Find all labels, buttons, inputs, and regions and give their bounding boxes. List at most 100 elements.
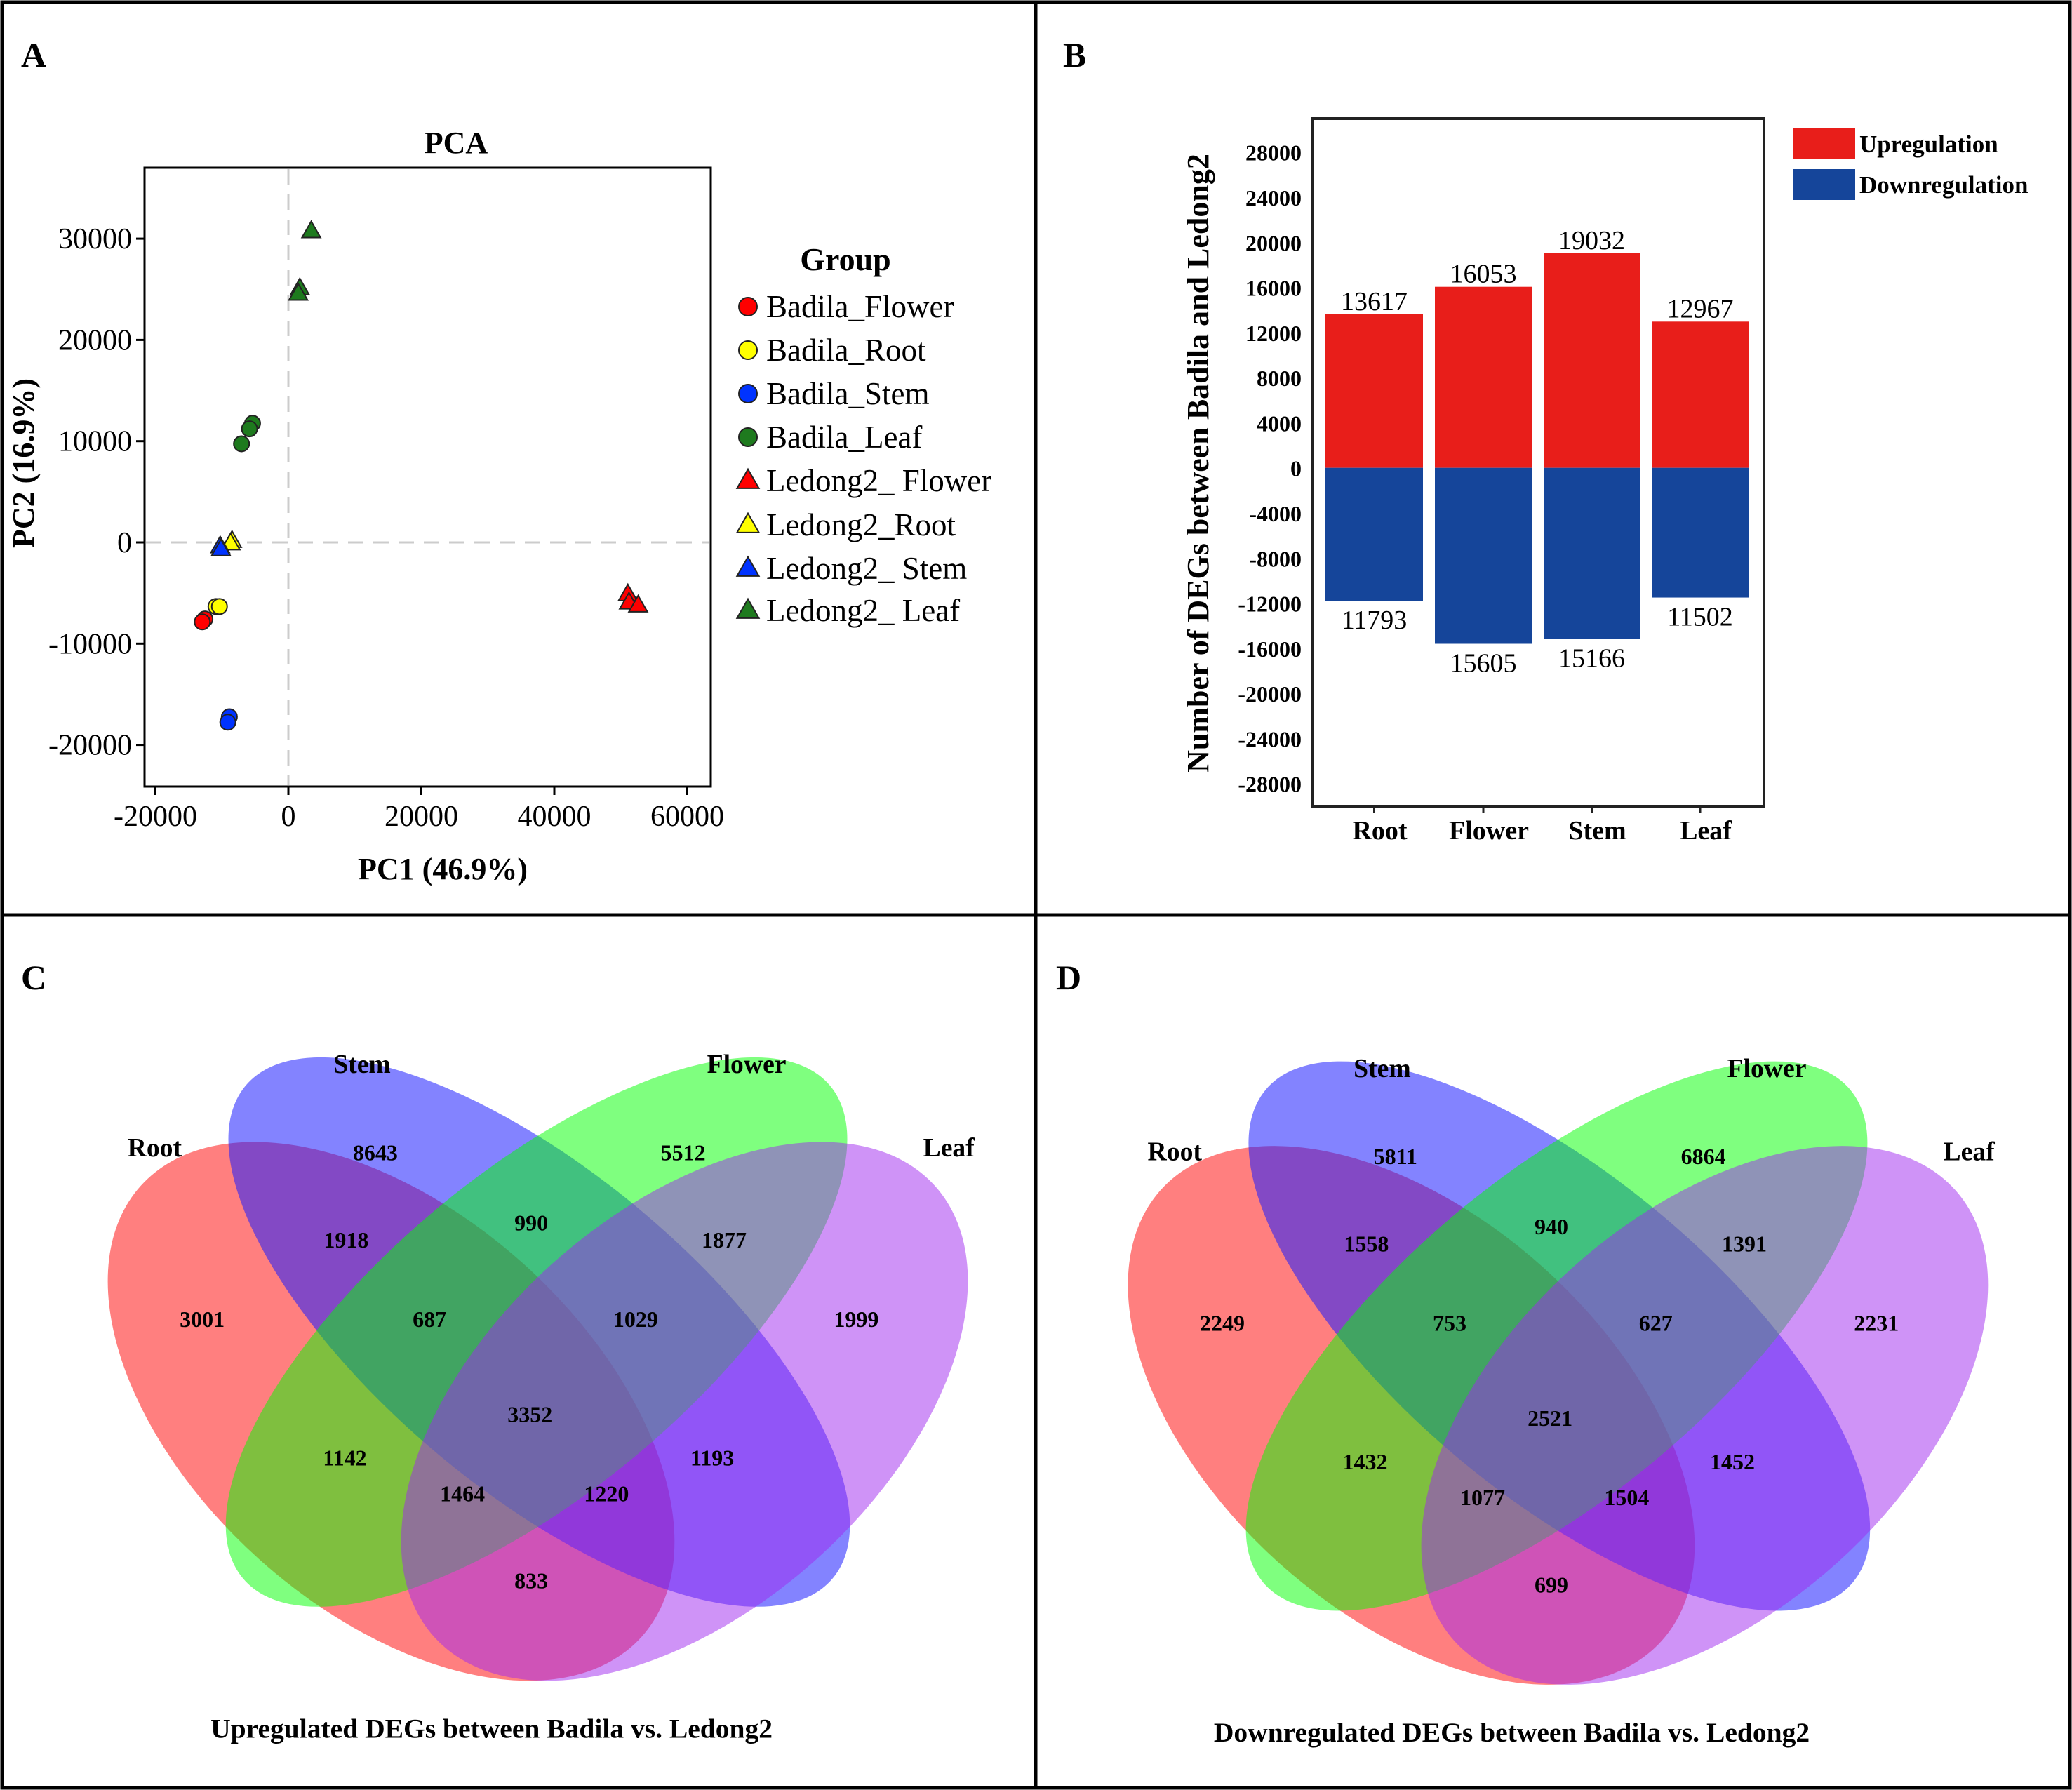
bar-legend-swatch-downregulation [1793, 169, 1855, 200]
venn-region-count: 6864 [1681, 1144, 1726, 1169]
bar-down-leaf [1652, 467, 1749, 598]
bar-legend-label: Downregulation [1859, 171, 2028, 199]
pca-point-badila-leaf [233, 435, 250, 453]
bar-y-tick-label: -20000 [1238, 681, 1302, 707]
venn-set-label: Root [128, 1133, 182, 1163]
venn-region-count: 8643 [353, 1140, 398, 1165]
venn-region-count: 1193 [690, 1445, 734, 1471]
bar-y-tick-label: 20000 [1245, 230, 1302, 255]
venn-region-count: 990 [514, 1210, 548, 1235]
deg-bar-chart: 28000 24000 20000 16000 12000 8000 4000 0 -4000 -… [1181, 117, 2028, 846]
venn-upregulated: Root Stem Flower Leaf 8643 5512 1918 990 1877 300… [107, 1050, 975, 1744]
venn-region-count: 1432 [1342, 1449, 1387, 1474]
pca-chart: PCA -20000 0 20000 40000 60000 -20000 -10000 0 1… [6, 126, 991, 886]
pca-y-tick-label: 30000 [58, 223, 132, 255]
venn-set-leaf [401, 1142, 968, 1681]
pca-point-ledong2-leaf [300, 220, 322, 239]
venn-region-count: 1029 [613, 1307, 658, 1332]
bar-y-tick-label: 24000 [1245, 185, 1302, 211]
pca-y-axis-label: PC2 (16.9%) [6, 378, 41, 548]
venn-set-label: Leaf [923, 1133, 975, 1163]
pca-legend-item: Badila_Flower [766, 289, 954, 324]
venn-region-count: 3352 [507, 1401, 552, 1427]
pca-x-tick-label: 20000 [385, 801, 458, 833]
bar-up-data-label: 12967 [1667, 294, 1734, 323]
venn-set-leaf [1421, 1146, 1989, 1685]
bar-y-tick-label: 4000 [1257, 410, 1302, 436]
venn-region-count: 833 [514, 1568, 548, 1594]
legend-marker-triangle-icon [735, 555, 761, 577]
pca-legend-item: Badila_Leaf [766, 420, 922, 455]
pca-x-axis-label: PC1 (46.9%) [358, 852, 528, 886]
pca-y-tick-label: 20000 [58, 324, 132, 356]
venn-region-count: 2521 [1528, 1405, 1572, 1431]
venn-set-label: Flower [707, 1050, 787, 1079]
pca-legend-item: Ledong2_ Stem [766, 551, 967, 586]
bar-down-data-label: 11502 [1667, 603, 1733, 632]
venn-region-count: 1142 [323, 1445, 366, 1471]
bar-plot-area [1311, 117, 1765, 808]
bar-x-tick-label: Leaf [1680, 816, 1732, 846]
venn-set-label: Stem [1354, 1054, 1411, 1083]
venn-caption: Downregulated DEGs between Badila vs. Le… [1214, 1717, 1810, 1748]
venn-region-count: 3001 [180, 1307, 225, 1332]
bar-down-data-label: 15166 [1558, 643, 1625, 673]
venn-region-count: 1999 [834, 1307, 878, 1332]
bar-y-tick-label: 12000 [1245, 321, 1302, 346]
pca-x-tick-label: 0 [281, 801, 296, 833]
venn-region-count: 2249 [1200, 1310, 1245, 1335]
legend-marker-circle-icon [738, 427, 758, 447]
pca-legend-title: Group [800, 241, 891, 277]
pca-y-tick-label: 10000 [58, 426, 132, 458]
bar-up-data-label: 13617 [1341, 287, 1408, 316]
bar-up-leaf [1652, 321, 1749, 468]
pca-legend-item: Badila_Stem [766, 376, 929, 411]
venn-region-count: 753 [1433, 1310, 1466, 1335]
legend-marker-circle-icon [738, 384, 758, 403]
bar-y-tick-label: -4000 [1249, 501, 1302, 526]
venn-region-count: 1877 [702, 1227, 747, 1253]
venn-set-label: Flower [1727, 1054, 1807, 1083]
venn-set-label: Root [1148, 1137, 1203, 1167]
bar-y-tick-label: 16000 [1245, 276, 1302, 301]
pca-point-ledong2-leaf [288, 282, 309, 301]
pca-x-tick-label: -20000 [114, 801, 197, 833]
pca-y-tick-label: 0 [117, 527, 132, 559]
venn-region-count: 5512 [661, 1140, 706, 1165]
bar-down-data-label: 15605 [1450, 648, 1517, 678]
bar-down-root [1325, 467, 1423, 601]
legend-marker-circle-icon [738, 297, 758, 316]
pca-point-badila-leaf [241, 420, 258, 438]
bar-down-stem [1544, 467, 1640, 639]
pca-legend-item: Ledong2_ Leaf [766, 593, 960, 628]
pca-y-tick-label: -10000 [48, 628, 132, 660]
bar-y-tick-label: 0 [1290, 456, 1302, 481]
bar-y-tick-label: -12000 [1238, 592, 1302, 617]
pca-legend-item: Ledong2_Root [766, 507, 956, 542]
panel-label-b: B [1063, 35, 1086, 74]
venn-content: Root Stem Flower Leaf 8643 5512 1918 990 1877 300… [107, 1050, 975, 1744]
bar-y-tick-label: -16000 [1238, 636, 1302, 662]
bar-up-root [1325, 314, 1423, 468]
bar-x-tick-label: Stem [1568, 816, 1626, 846]
venn-region-count: 1504 [1604, 1485, 1649, 1510]
pca-point-badila-stem [219, 714, 236, 731]
venn-region-count: 687 [413, 1307, 446, 1332]
venn-content: Root Stem Flower Leaf 5811 6864 1558 940 1391 224… [1128, 1054, 1995, 1748]
pca-legend-item: Ledong2_ Flower [766, 463, 991, 498]
bar-y-tick-label: -8000 [1249, 546, 1302, 571]
venn-region-count: 940 [1535, 1214, 1568, 1239]
legend-marker-triangle-icon [735, 467, 761, 489]
bar-down-flower [1435, 467, 1532, 644]
legend-marker-triangle-icon [735, 597, 761, 619]
legend-marker-circle-icon [738, 340, 758, 360]
panel-label-a: A [21, 35, 46, 74]
bar-up-data-label: 19032 [1558, 226, 1625, 255]
pca-x-tick-label: 40000 [518, 801, 591, 833]
bar-up-stem [1544, 253, 1640, 468]
venn-region-count: 2231 [1854, 1310, 1899, 1335]
venn-region-count: 699 [1535, 1572, 1568, 1597]
venn-region-count: 1077 [1460, 1485, 1505, 1510]
pca-point-ledong2-stem [210, 537, 232, 556]
venn-downregulated: Root Stem Flower Leaf 5811 6864 1558 940 1391 224… [1128, 1054, 1995, 1748]
